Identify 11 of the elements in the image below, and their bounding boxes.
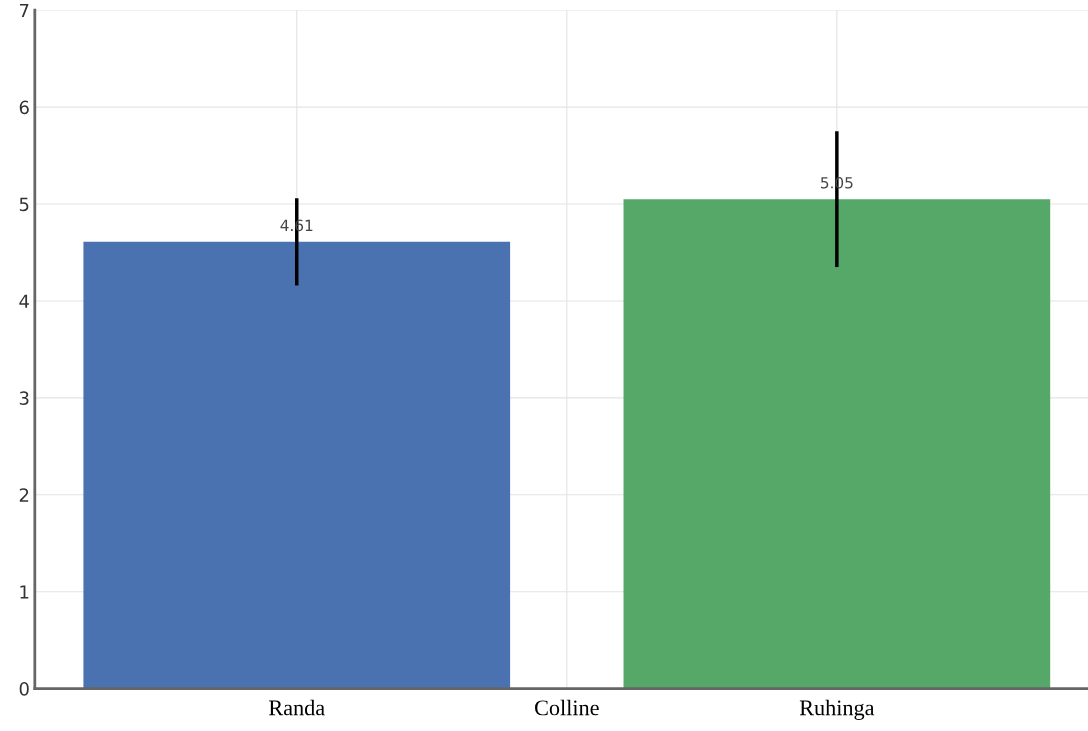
y-tick-label: 4	[19, 294, 29, 308]
y-tick-label: 3	[19, 391, 29, 405]
y-tick-label: 1	[20, 585, 29, 599]
y-tick-label: 2	[19, 488, 29, 502]
y-tick-label: 5	[19, 197, 29, 212]
x-tick-label: Ruhinga	[799, 699, 875, 720]
x-tick-label: Randa	[269, 699, 325, 716]
y-tick-label: 0	[19, 682, 29, 696]
y-tick-label: 6	[19, 100, 29, 115]
x-tick-label: Colline	[535, 699, 599, 716]
y-tick-label: 7	[19, 3, 29, 18]
